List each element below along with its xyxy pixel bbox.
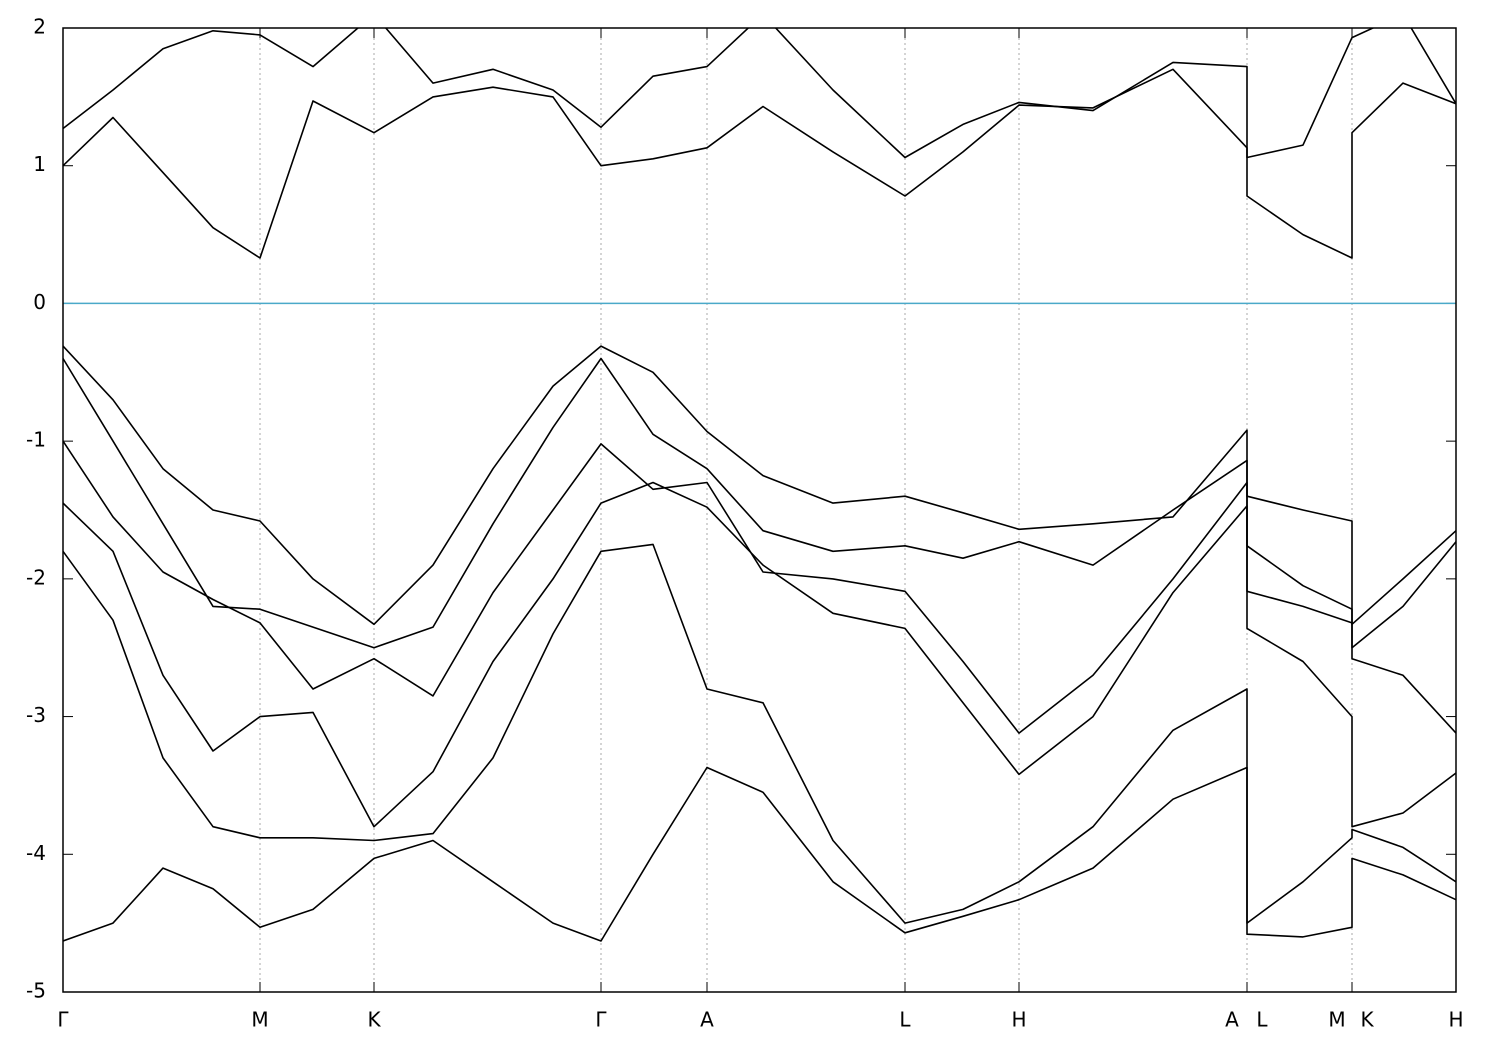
x-tick-label: K <box>1360 1008 1374 1032</box>
y-tick-label: -1 <box>26 428 46 452</box>
y-tick-label: -4 <box>26 841 46 865</box>
x-tick-label: H <box>1011 1008 1026 1032</box>
y-tick-label: 0 <box>33 290 46 314</box>
plot-frame <box>62 27 1457 993</box>
band-line <box>63 28 1456 159</box>
y-tick-label: -2 <box>26 565 46 589</box>
x-tick-label: M <box>1328 1008 1345 1032</box>
x-tick-label: A <box>700 1008 714 1032</box>
y-tick-label: -5 <box>26 979 46 1003</box>
x-tick-label: Γ <box>595 1008 607 1032</box>
x-tick-label: A <box>1225 1008 1239 1032</box>
x-tick-label: Γ <box>57 1008 69 1032</box>
plot-area <box>63 28 1456 942</box>
band-line <box>63 357 1456 649</box>
x-tick-label: M <box>251 1008 268 1032</box>
band-line <box>63 68 1456 259</box>
band-line <box>63 345 1456 626</box>
x-tick-label: K <box>367 1008 381 1032</box>
y-tick-label: -3 <box>26 703 46 727</box>
y-tick-label: 2 <box>33 15 46 39</box>
band-line <box>63 440 1456 734</box>
band-line <box>63 481 1456 828</box>
band-line <box>63 543 1456 924</box>
x-tick-label: H <box>1448 1008 1463 1032</box>
y-tick-label: 1 <box>33 152 46 176</box>
x-tick-label: L <box>899 1008 911 1032</box>
x-tick-label: L <box>1256 1008 1268 1032</box>
band-line <box>63 766 1456 942</box>
